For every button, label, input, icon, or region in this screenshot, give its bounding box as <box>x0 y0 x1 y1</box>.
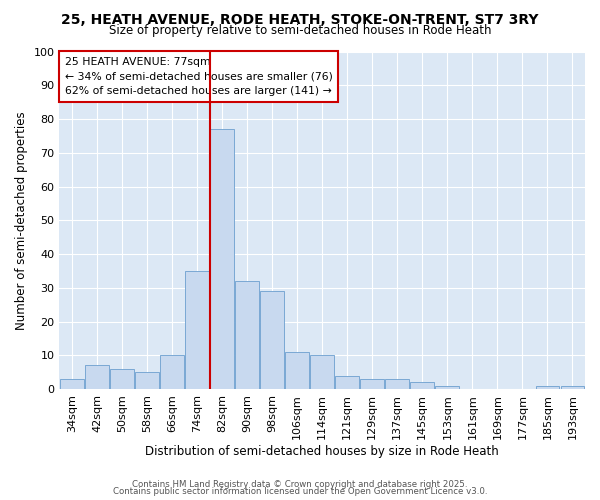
Bar <box>310 356 334 389</box>
Text: Contains public sector information licensed under the Open Government Licence v3: Contains public sector information licen… <box>113 487 487 496</box>
Bar <box>385 379 409 389</box>
Bar <box>335 376 359 389</box>
Bar <box>110 369 134 389</box>
Bar <box>210 129 234 389</box>
Bar <box>560 386 584 389</box>
Y-axis label: Number of semi-detached properties: Number of semi-detached properties <box>15 111 28 330</box>
X-axis label: Distribution of semi-detached houses by size in Rode Heath: Distribution of semi-detached houses by … <box>145 444 499 458</box>
Text: Contains HM Land Registry data © Crown copyright and database right 2025.: Contains HM Land Registry data © Crown c… <box>132 480 468 489</box>
Bar <box>85 366 109 389</box>
Bar <box>135 372 159 389</box>
Bar <box>60 379 84 389</box>
Bar <box>361 379 384 389</box>
Text: Size of property relative to semi-detached houses in Rode Heath: Size of property relative to semi-detach… <box>109 24 491 37</box>
Bar <box>260 291 284 389</box>
Text: 25, HEATH AVENUE, RODE HEATH, STOKE-ON-TRENT, ST7 3RY: 25, HEATH AVENUE, RODE HEATH, STOKE-ON-T… <box>61 12 539 26</box>
Bar <box>410 382 434 389</box>
Bar <box>536 386 559 389</box>
Text: 25 HEATH AVENUE: 77sqm
← 34% of semi-detached houses are smaller (76)
62% of sem: 25 HEATH AVENUE: 77sqm ← 34% of semi-det… <box>65 56 332 96</box>
Bar <box>235 281 259 389</box>
Bar <box>160 356 184 389</box>
Bar <box>436 386 459 389</box>
Bar <box>185 271 209 389</box>
Bar <box>285 352 309 389</box>
